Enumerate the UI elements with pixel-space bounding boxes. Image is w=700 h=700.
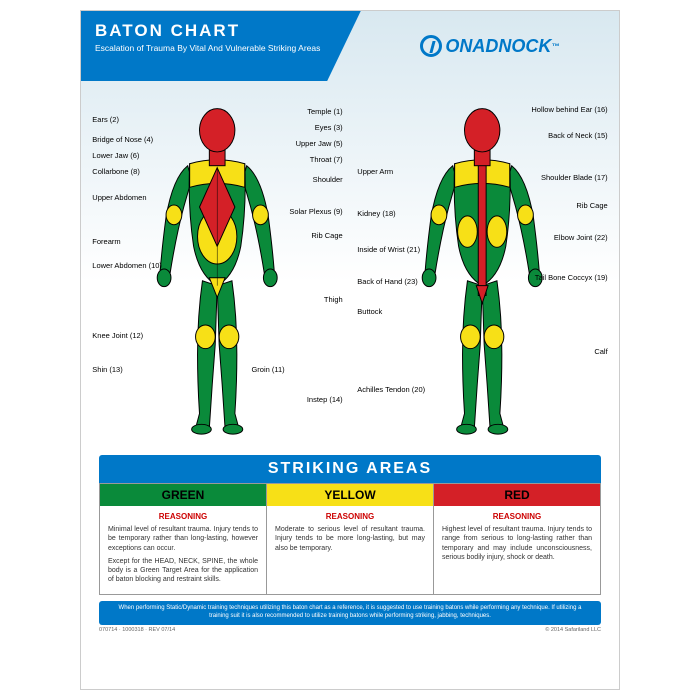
anatomy-label: Lower Jaw (6) [92, 151, 139, 160]
anatomy-label: Back of Neck (15) [548, 131, 608, 140]
title-box: BATON CHART Escalation of Trauma By Vita… [81, 11, 361, 81]
chart-title: BATON CHART [95, 21, 347, 41]
anatomy-label: Achilles Tendon (20) [357, 385, 425, 394]
zone-green: GREENREASONINGMinimal level of resultant… [100, 484, 267, 594]
anatomy-label: Eyes (3) [315, 123, 343, 132]
zone-body: REASONINGModerate to serious level of re… [267, 506, 433, 563]
anatomy-label: Ears (2) [92, 115, 119, 124]
zone-body: REASONINGHighest level of resultant trau… [434, 506, 600, 572]
figure-back: Upper Arm Kidney (18) Inside of Wrist (21)… [355, 89, 609, 443]
anatomy-label: Shin (13) [92, 365, 122, 374]
anatomy-label: Collarbone (8) [92, 167, 140, 176]
baton-chart: BATON CHART Escalation of Trauma By Vita… [80, 10, 620, 690]
zone-header: GREEN [100, 484, 266, 506]
zone-red: REDREASONINGHighest level of resultant t… [434, 484, 600, 594]
anatomy-label: Upper Abdomen [92, 193, 146, 202]
anatomy-label: Calf [594, 347, 607, 356]
meta-row: 070714 · 1000318 · REV 07/14 © 2014 Safa… [81, 625, 619, 635]
striking-table: STRIKING AREAS GREENREASONINGMinimal lev… [81, 455, 619, 595]
anatomy-label: Forearm [92, 237, 120, 246]
anatomy-label: Inside of Wrist (21) [357, 245, 420, 254]
zone-body: REASONINGMinimal level of resultant trau… [100, 506, 266, 594]
anatomy-label: Instep (14) [307, 395, 343, 404]
chart-subtitle: Escalation of Trauma By Vital And Vulner… [95, 43, 347, 53]
anatomy-label: Hollow behind Ear (16) [531, 105, 607, 114]
anatomy-label: Upper Arm [357, 167, 393, 176]
table-title: STRIKING AREAS [99, 455, 601, 483]
anatomy-label: Shoulder [313, 175, 343, 184]
anatomy-label: Solar Plexus (9) [289, 207, 342, 216]
anatomy-label: Rib Cage [311, 231, 342, 240]
zone-header: RED [434, 484, 600, 506]
logo-icon [420, 35, 442, 57]
anatomy-label: Back of Hand (23) [357, 277, 417, 286]
anatomy-label: Upper Jaw (5) [296, 139, 343, 148]
footer-note: When performing Static/Dynamic training … [99, 601, 601, 625]
anatomy-label: Elbow Joint (22) [554, 233, 608, 242]
anatomy-label: Rib Cage [576, 201, 607, 210]
anatomy-label: Bridge of Nose (4) [92, 135, 153, 144]
anatomy-label: Throat (7) [310, 155, 343, 164]
anatomy-label: Lower Abdomen (10) [92, 261, 162, 270]
zone-yellow: YELLOWREASONINGModerate to serious level… [267, 484, 434, 594]
figure-front: Ears (2) Bridge of Nose (4) Lower Jaw (6) C… [90, 89, 344, 443]
anatomy-label: Groin (11) [251, 365, 284, 374]
anatomy-label: Knee Joint (12) [92, 331, 143, 340]
anatomy-label: Thigh [324, 295, 343, 304]
header: BATON CHART Escalation of Trauma By Vita… [81, 11, 619, 81]
anatomy-label: Shoulder Blade (17) [541, 173, 608, 182]
anatomy-label: Tail Bone Coccyx (19) [535, 273, 608, 282]
zone-header: YELLOW [267, 484, 433, 506]
brand-name: ONADNOCK [445, 36, 551, 57]
meta-left: 070714 · 1000318 · REV 07/14 [99, 627, 175, 633]
brand-logo: ONADNOCK™ [361, 11, 619, 81]
anatomy-label: Buttock [357, 307, 382, 316]
meta-right: © 2014 Safariland LLC [545, 627, 601, 633]
anatomy-label: Temple (1) [307, 107, 342, 116]
figures-area: Ears (2) Bridge of Nose (4) Lower Jaw (6) C… [81, 81, 619, 451]
anatomy-label: Kidney (18) [357, 209, 395, 218]
zones-row: GREENREASONINGMinimal level of resultant… [99, 483, 601, 595]
